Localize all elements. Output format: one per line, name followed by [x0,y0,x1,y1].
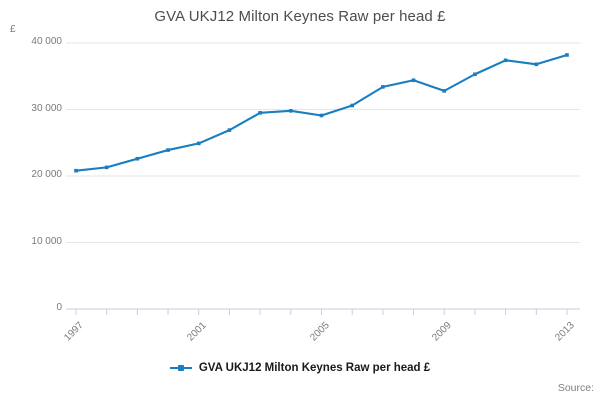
y-axis-tick-labels: 0 10 000 20 000 30 000 40 000 [0,0,62,400]
chart-legend: GVA UKJ12 Milton Keynes Raw per head £ [0,362,600,374]
data-point-marker [350,103,354,108]
series-markers [74,53,569,173]
data-point-marker [135,156,140,161]
x-axis-tick-label: 2013 [553,320,577,344]
chart-title: GVA UKJ12 Milton Keynes Raw per head £ [154,8,446,25]
x-axis-tick-label: 1997 [62,320,86,344]
data-point-marker [227,128,232,132]
data-point-marker [74,168,78,173]
data-point-marker [166,148,170,152]
data-point-marker [473,72,477,77]
y-axis-unit-label: £ [10,24,16,35]
legend-series-label: GVA UKJ12 Milton Keynes Raw per head £ [198,362,431,374]
y-axis-tick-label: 0 [56,302,62,313]
x-axis-tick-label: 2009 [430,320,455,344]
data-point-marker [442,89,447,93]
data-point-marker [534,62,539,67]
data-point-marker [289,109,293,113]
y-axis-tick-label: 30 000 [31,102,62,114]
legend-series-marker-icon [169,363,192,373]
y-axis-tick-label: 10 000 [31,235,62,247]
y-axis-tick-label: 20 000 [31,169,62,180]
data-point-marker [503,58,508,63]
source-note: Source: [557,382,594,394]
x-axis-ticks [75,309,568,315]
data-point-marker [104,165,109,170]
data-point-marker [319,113,324,118]
x-axis-tick-label: 2005 [307,320,332,344]
data-point-marker [565,53,569,57]
x-axis-tick-label: 2001 [185,320,209,344]
data-point-marker [381,85,385,89]
y-axis-tick-label: 40 000 [31,36,62,47]
data-point-marker [411,78,416,83]
data-point-marker [196,141,201,146]
gridlines [66,42,580,243]
data-point-marker [258,111,262,115]
